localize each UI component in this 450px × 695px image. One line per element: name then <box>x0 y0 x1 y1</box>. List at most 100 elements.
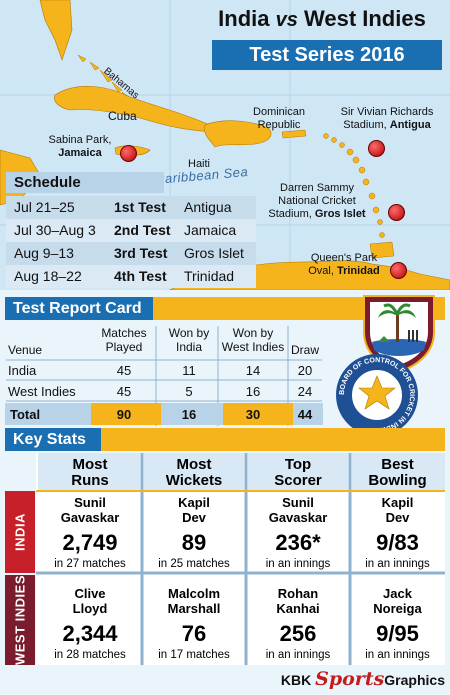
rc-won-wi: 16 <box>245 384 261 399</box>
ks-sub: in an innings <box>265 649 331 661</box>
schedule-dates: Jul 21–25 <box>14 199 75 215</box>
key-stats-grid-lines <box>36 453 445 665</box>
ks-player-first: Sunil <box>282 495 314 510</box>
schedule-test: 1st Test <box>114 199 166 215</box>
ks-value: 76 <box>181 621 207 646</box>
sammy-line2: National Cricket <box>278 195 356 207</box>
team-label-text: WEST INDIES <box>12 574 28 666</box>
ks-player-last: Lloyd <box>72 601 108 616</box>
ks-value: 2,749 <box>62 530 118 555</box>
ks-player-first: Jack <box>383 586 412 601</box>
ks-player-first: Clive <box>74 586 106 601</box>
vivian-line2b: Antigua <box>389 119 431 131</box>
ks-player-first: Rohan <box>277 586 319 601</box>
ks-header-h2: Wickets <box>165 472 223 489</box>
label-cuba: Cuba <box>108 109 137 123</box>
ks-value: 9/95 <box>376 621 419 646</box>
footer-right: Graphics <box>384 672 445 688</box>
footer-mid: Sports <box>315 668 385 690</box>
footer-left: KBK <box>280 672 312 688</box>
team-label-india: INDIA <box>5 491 35 573</box>
rc-total-draw: 44 <box>297 407 313 422</box>
rc-header-won-india: Won by India <box>160 326 218 354</box>
ks-value: 236* <box>275 530 321 555</box>
rc-header-draw: Draw <box>290 343 319 357</box>
ks-header-h2: Runs <box>71 472 109 489</box>
rc-played: 45 <box>116 384 132 399</box>
ks-player-last: Gavaskar <box>268 510 328 525</box>
rc-header-won-wi: Won by West Indies <box>218 326 288 354</box>
sammy-line1: Darren Sammy <box>280 182 354 194</box>
label-haiti: Haiti <box>188 158 211 170</box>
ks-header-h1: Most <box>72 456 108 473</box>
dominican-line1: Dominican <box>253 106 305 118</box>
ks-player-first: Sunil <box>74 495 106 510</box>
ks-sub: in 17 matches <box>158 649 230 661</box>
ks-player: Clive Lloyd <box>38 586 142 616</box>
rc-total-row <box>5 403 323 425</box>
schedule-row: Jul 30–Aug 3 2nd Test Jamaica <box>6 219 256 242</box>
rc-header-matches-2: Played <box>105 340 143 354</box>
queens-line2: Oval, <box>308 265 334 277</box>
ks-value: 89 <box>181 530 207 555</box>
sammy-line3b: Gros Islet <box>314 208 366 220</box>
team-label-west-indies: WEST INDIES <box>5 575 35 665</box>
key-stats-heading: Key Stats <box>5 428 103 451</box>
rc-header-wi-2: West Indies <box>221 340 285 354</box>
ks-player-last: Kanhai <box>276 601 320 616</box>
cricket-ball-icon <box>120 145 137 162</box>
title-suffix: West Indies <box>303 6 426 31</box>
rc-venue: India <box>8 363 37 378</box>
rc-total-india: 16 <box>181 407 197 422</box>
ks-player: Rohan Kanhai <box>246 586 350 616</box>
ks-value: 256 <box>279 621 317 646</box>
ks-player: Kapil Dev <box>350 495 445 525</box>
ks-player: Malcolm Marshall <box>142 586 246 616</box>
report-card-heading: Test Report Card <box>5 297 153 320</box>
main-title: India vs West Indies <box>200 6 444 32</box>
rc-won-india: 11 <box>182 363 196 378</box>
rc-played: 45 <box>116 363 132 378</box>
ks-header-h2: Bowling <box>368 472 427 489</box>
rc-venue: West Indies <box>8 384 76 399</box>
ks-header-h1: Best <box>381 456 414 473</box>
rc-won-india: 5 <box>185 384 193 399</box>
rc-draw: 24 <box>297 384 313 399</box>
schedule-venue: Trinidad <box>184 268 235 284</box>
schedule-test: 2nd Test <box>114 222 171 238</box>
label-queens-park: Queen's Park Oval, Trinidad <box>296 252 392 278</box>
ks-value: 9/83 <box>376 530 419 555</box>
ks-player-last: Gavaskar <box>60 510 120 525</box>
ks-header-top-scorer: Top Scorer <box>246 457 350 489</box>
key-stats-bar: Key Stats <box>5 428 445 451</box>
vivian-line1: Sir Vivian Richards <box>340 106 434 118</box>
ks-player-first: Kapil <box>381 495 414 510</box>
ks-sub: in 28 matches <box>54 649 126 661</box>
bcci-logo: BOARD OF CONTROL FOR CRICKET IN INDIA <box>336 354 418 436</box>
caribbean-map: India vs West Indies Test Series 2016 Ba… <box>0 0 450 290</box>
ks-sub: in an innings <box>365 558 430 570</box>
team-label-text: INDIA <box>12 513 28 551</box>
ks-header-h1: Top <box>284 456 312 473</box>
schedule-row: Jul 21–25 1st Test Antigua <box>6 196 256 219</box>
schedule-dates: Aug 9–13 <box>14 245 74 261</box>
title-vs: vs <box>275 9 298 31</box>
ks-header-most-wickets: Most Wickets <box>142 457 246 489</box>
sammy-line3: Stadium, <box>268 208 312 220</box>
schedule-test: 3rd Test <box>114 245 168 261</box>
ks-sub: in an innings <box>265 558 331 570</box>
ks-player-first: Malcolm <box>167 586 220 601</box>
label-dominican: Dominican Republic <box>244 106 314 132</box>
rc-total-label: Total <box>10 407 41 422</box>
ks-header-most-runs: Most Runs <box>38 457 142 489</box>
ks-player: Sunil Gavaskar <box>38 495 142 525</box>
queens-line1: Queen's Park <box>310 252 378 264</box>
ks-sub: in 27 matches <box>54 558 126 570</box>
schedule-heading: Schedule <box>6 172 164 193</box>
ks-sub: in an innings <box>365 649 430 661</box>
rc-total-wi: 30 <box>245 407 261 422</box>
vivian-line2: Stadium, <box>343 119 387 131</box>
label-sabina-park: Sabina Park, Jamaica <box>40 134 120 160</box>
rc-won-wi: 14 <box>245 363 261 378</box>
